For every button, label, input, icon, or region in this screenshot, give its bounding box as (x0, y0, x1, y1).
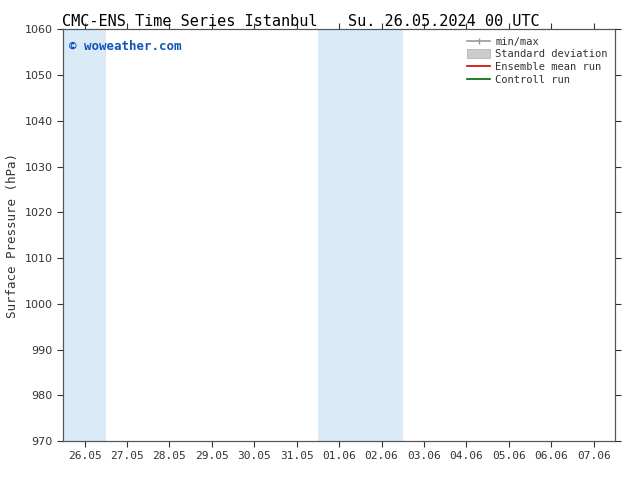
Legend: min/max, Standard deviation, Ensemble mean run, Controll run: min/max, Standard deviation, Ensemble me… (465, 35, 610, 87)
Text: CMC-ENS Time Series Istanbul: CMC-ENS Time Series Istanbul (63, 14, 318, 29)
Text: © woweather.com: © woweather.com (69, 40, 181, 53)
Bar (318, 29, 360, 441)
Y-axis label: Surface Pressure (hPa): Surface Pressure (hPa) (6, 153, 19, 318)
Bar (360, 29, 403, 441)
Bar (63, 29, 106, 441)
Text: Su. 26.05.2024 00 UTC: Su. 26.05.2024 00 UTC (348, 14, 540, 29)
